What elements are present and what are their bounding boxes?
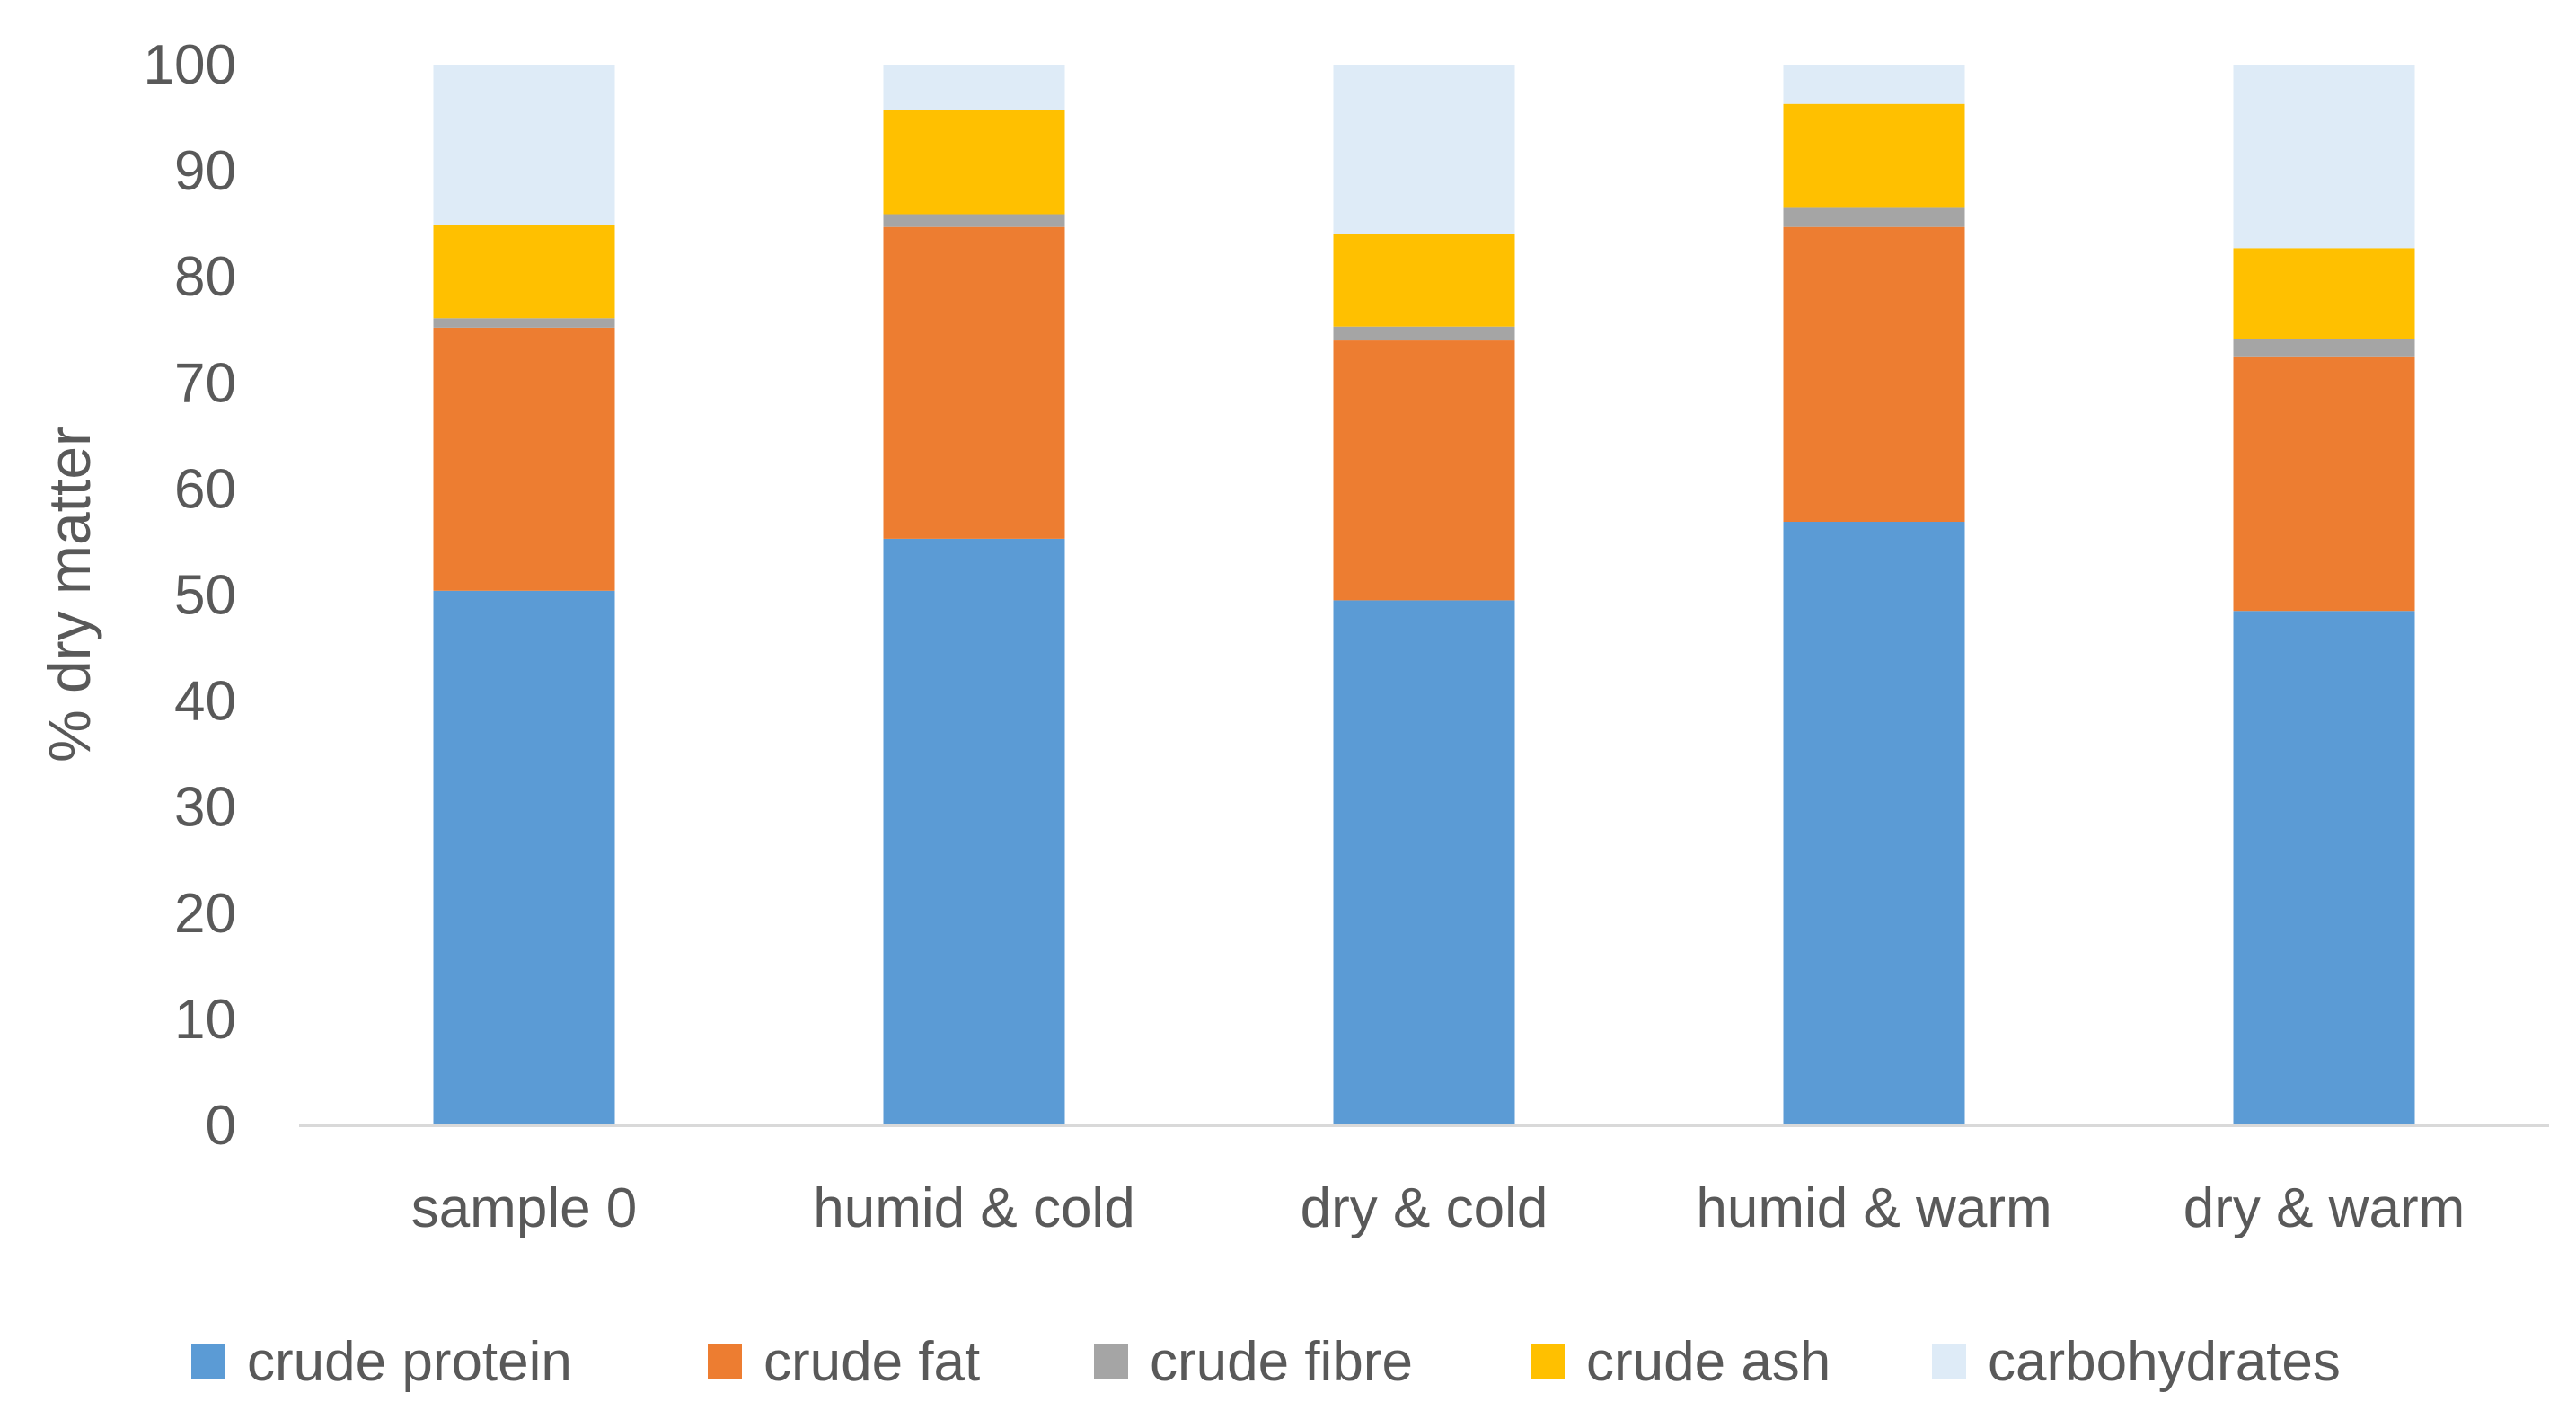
x-tick-label: humid & cold — [813, 1177, 1134, 1239]
bar-crude-fibre-5 — [2233, 339, 2415, 357]
y-tick-label: 0 — [206, 1095, 236, 1157]
y-axis-ticks: 0 10 20 30 40 50 60 70 80 90 100 — [144, 34, 236, 1157]
bar-crude-fat-5 — [2233, 356, 2415, 612]
bar-crude-fat-3 — [1333, 340, 1515, 601]
y-tick-label: 80 — [174, 246, 236, 308]
bar-crude-protein-2 — [883, 538, 1065, 1125]
y-tick-label: 30 — [174, 777, 236, 839]
x-tick-label: dry & cold — [1301, 1177, 1548, 1239]
bar-crude-protein-5 — [2233, 611, 2415, 1125]
x-axis-ticks: sample 0 humid & cold dry & cold humid & wa… — [411, 1177, 2466, 1239]
bar-crude-fibre-4 — [1783, 207, 1965, 227]
bar-crude-fat-4 — [1783, 226, 1965, 523]
y-tick-label: 10 — [174, 989, 236, 1051]
y-axis-title: % dry matter — [36, 427, 102, 762]
bar-crude-fat-1 — [433, 327, 615, 591]
y-tick-label: 50 — [174, 565, 236, 627]
legend-label-crude-fibre: crude fibre — [1150, 1331, 1413, 1393]
bar-crude-fibre-3 — [1333, 326, 1515, 341]
y-tick-label: 60 — [174, 458, 236, 520]
bar-crude-protein-3 — [1333, 600, 1515, 1125]
bars-layer — [433, 65, 2415, 1125]
bar-crude-fibre-2 — [883, 214, 1065, 227]
bar-carbohydrates-2 — [883, 65, 1065, 110]
bar-crude-ash-3 — [1333, 234, 1515, 327]
legend-swatch-crude-fibre — [1094, 1344, 1128, 1379]
bar-crude-ash-5 — [2233, 248, 2415, 339]
bar-carbohydrates-3 — [1333, 65, 1515, 234]
legend-swatch-crude-fat — [708, 1344, 742, 1379]
legend-label-crude-fat: crude fat — [763, 1331, 980, 1393]
legend-label-crude-protein: crude protein — [247, 1331, 572, 1393]
bar-crude-fat-2 — [883, 226, 1065, 539]
bar-crude-ash-2 — [883, 110, 1065, 215]
x-tick-label: dry & warm — [2183, 1177, 2465, 1239]
legend-swatch-crude-ash — [1531, 1344, 1565, 1379]
legend: crude protein crude fat crude fibre crude a… — [191, 1331, 2341, 1393]
legend-label-crude-ash: crude ash — [1586, 1331, 1831, 1393]
bar-crude-ash-1 — [433, 225, 615, 319]
y-tick-label: 70 — [174, 352, 236, 414]
bar-crude-ash-4 — [1783, 103, 1965, 208]
bar-carbohydrates-5 — [2233, 65, 2415, 249]
bar-carbohydrates-4 — [1783, 65, 1965, 104]
y-tick-label: 40 — [174, 671, 236, 733]
y-tick-label: 90 — [174, 140, 236, 202]
bar-carbohydrates-1 — [433, 65, 615, 225]
x-tick-label: humid & warm — [1696, 1177, 2051, 1239]
y-tick-label: 20 — [174, 883, 236, 945]
bar-crude-protein-4 — [1783, 522, 1965, 1125]
legend-label-carbohydrates: carbohydrates — [1988, 1331, 2341, 1393]
y-tick-label: 100 — [144, 34, 236, 96]
x-tick-label: sample 0 — [411, 1177, 638, 1239]
bar-crude-protein-1 — [433, 590, 615, 1125]
bar-crude-fibre-1 — [433, 318, 615, 328]
legend-swatch-carbohydrates — [1932, 1344, 1966, 1379]
legend-swatch-crude-protein — [191, 1344, 225, 1379]
